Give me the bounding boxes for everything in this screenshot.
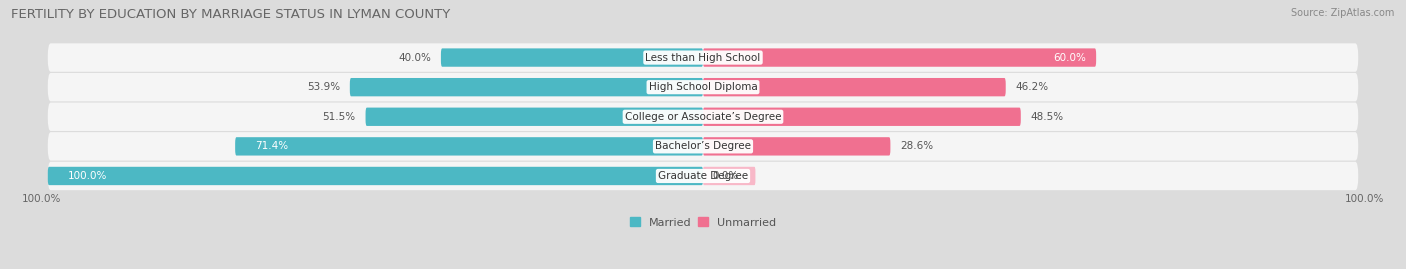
Text: High School Diploma: High School Diploma xyxy=(648,82,758,92)
Text: Less than High School: Less than High School xyxy=(645,52,761,63)
Text: 48.5%: 48.5% xyxy=(1031,112,1064,122)
FancyBboxPatch shape xyxy=(48,167,703,185)
Text: Graduate Degree: Graduate Degree xyxy=(658,171,748,181)
Text: Source: ZipAtlas.com: Source: ZipAtlas.com xyxy=(1291,8,1395,18)
Text: 53.9%: 53.9% xyxy=(307,82,340,92)
FancyBboxPatch shape xyxy=(235,137,703,155)
Legend: Married, Unmarried: Married, Unmarried xyxy=(630,217,776,228)
Text: 100.0%: 100.0% xyxy=(67,171,107,181)
FancyBboxPatch shape xyxy=(703,48,1097,67)
FancyBboxPatch shape xyxy=(703,167,755,185)
Text: 0.0%: 0.0% xyxy=(713,171,740,181)
Text: 71.4%: 71.4% xyxy=(254,141,288,151)
FancyBboxPatch shape xyxy=(48,162,1358,190)
Text: 100.0%: 100.0% xyxy=(21,194,60,204)
Text: 100.0%: 100.0% xyxy=(1346,194,1385,204)
Text: 40.0%: 40.0% xyxy=(398,52,432,63)
FancyBboxPatch shape xyxy=(48,102,1358,131)
FancyBboxPatch shape xyxy=(703,137,890,155)
FancyBboxPatch shape xyxy=(441,48,703,67)
Text: 51.5%: 51.5% xyxy=(322,112,356,122)
Text: Bachelor’s Degree: Bachelor’s Degree xyxy=(655,141,751,151)
FancyBboxPatch shape xyxy=(366,108,703,126)
FancyBboxPatch shape xyxy=(703,108,1021,126)
FancyBboxPatch shape xyxy=(48,43,1358,72)
Text: 60.0%: 60.0% xyxy=(1053,52,1087,63)
FancyBboxPatch shape xyxy=(350,78,703,96)
Text: 28.6%: 28.6% xyxy=(900,141,934,151)
FancyBboxPatch shape xyxy=(703,78,1005,96)
Text: 46.2%: 46.2% xyxy=(1015,82,1049,92)
Text: College or Associate’s Degree: College or Associate’s Degree xyxy=(624,112,782,122)
Text: FERTILITY BY EDUCATION BY MARRIAGE STATUS IN LYMAN COUNTY: FERTILITY BY EDUCATION BY MARRIAGE STATU… xyxy=(11,8,450,21)
FancyBboxPatch shape xyxy=(48,132,1358,161)
FancyBboxPatch shape xyxy=(48,73,1358,101)
